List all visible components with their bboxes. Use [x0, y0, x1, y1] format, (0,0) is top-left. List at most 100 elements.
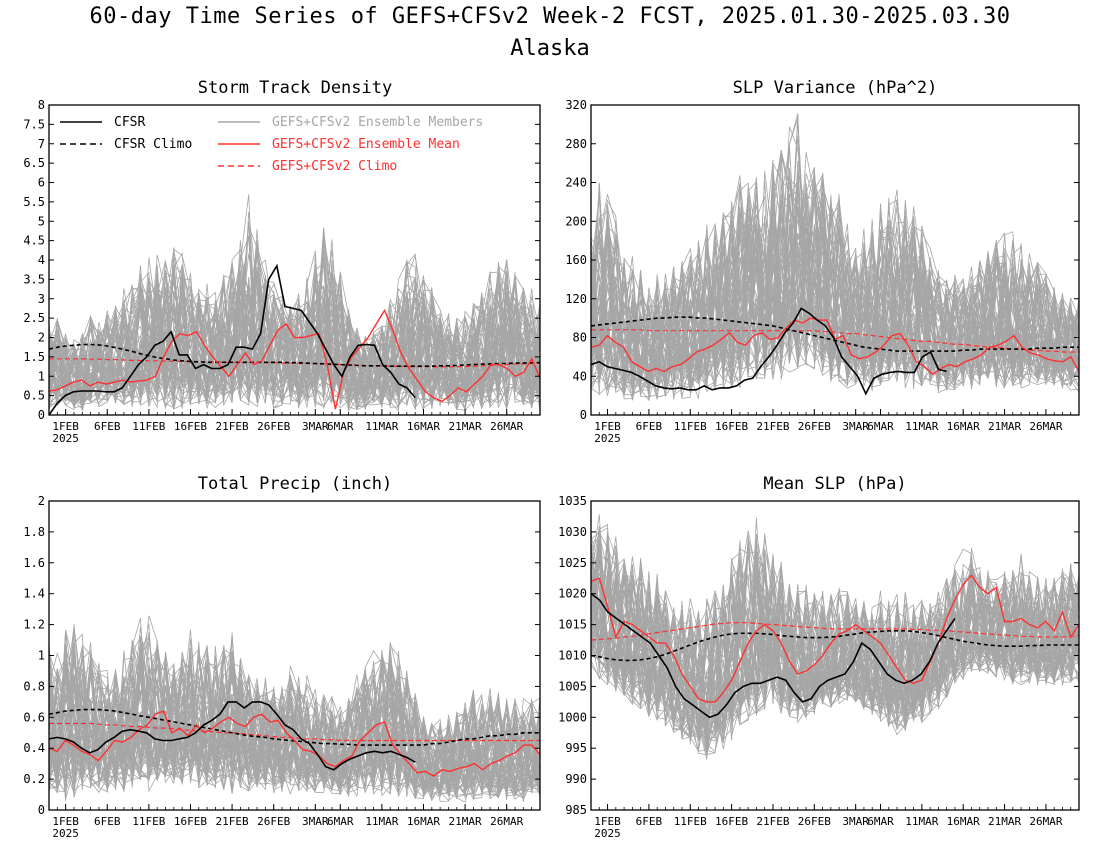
y-tick-label: 6	[38, 176, 45, 190]
member-line	[591, 185, 1079, 393]
x-tick-label: 16FEB	[715, 420, 748, 433]
x-tick-label: 1FEB	[52, 420, 79, 433]
legend-label: GEFS+CFSv2 Climo	[272, 159, 397, 174]
x-tick-label: 26MAR	[490, 815, 523, 828]
y-tick-label: 1.4	[23, 587, 45, 601]
panel-4: Mean SLP (hPa) 985 990 995 1000 1005 1010 1015 1…	[558, 474, 1080, 840]
y-tick-label: 200	[565, 214, 587, 228]
member-line	[49, 629, 540, 788]
member-line	[49, 298, 540, 411]
member-line	[591, 208, 1079, 390]
y-tick-label: 3	[38, 292, 45, 306]
y-tick-label: 0	[580, 408, 587, 422]
y-tick-label: 2	[38, 494, 45, 508]
y-tick-label: 995	[565, 741, 587, 755]
y-tick-label: 1015	[558, 618, 587, 632]
y-tick-label: 2.5	[23, 311, 45, 325]
series-climo-model	[591, 622, 1079, 641]
x-tick-label: 21FEB	[756, 815, 789, 828]
panel-title: Storm Track Density	[198, 78, 392, 98]
series-obs	[591, 593, 956, 719]
x-tick-label: 6MAR	[327, 420, 354, 433]
member-line	[49, 261, 540, 404]
x-tick-label: 6FEB	[636, 815, 663, 828]
x-tick-label: 21MAR	[988, 420, 1021, 433]
panel-title: Mean SLP (hPa)	[763, 474, 906, 494]
x-tick-label: 26MAR	[490, 420, 523, 433]
y-tick-label: 990	[565, 772, 587, 786]
series-climo-model	[49, 722, 540, 742]
x-tick-label: 11FEB	[674, 420, 707, 433]
x-tick-label: 11MAR	[905, 420, 938, 433]
series-obs	[591, 307, 947, 396]
series-mean	[49, 710, 540, 777]
chart-subtitle: Alaska	[510, 36, 590, 61]
x-tick-label: 16MAR	[947, 420, 980, 433]
y-tick-label: 80	[573, 331, 587, 345]
member-line	[49, 277, 540, 402]
series-obs	[49, 701, 416, 771]
y-tick-label: 4	[38, 253, 45, 267]
y-tick-label: 7	[38, 137, 45, 151]
member-line	[591, 173, 1079, 370]
x-tick-label: 6FEB	[94, 420, 121, 433]
legend-label: CFSR	[114, 115, 145, 130]
legend: CFSR CFSR Climo GEFS+CFSv2 Ensemble Member…	[60, 115, 483, 174]
panel-title: Total Precip (inch)	[198, 474, 392, 494]
member-line	[591, 207, 1079, 389]
ensemble-members	[591, 514, 1079, 760]
y-tick-label: 240	[565, 176, 587, 190]
member-line	[49, 275, 540, 410]
member-line	[591, 192, 1079, 391]
member-line	[591, 576, 1079, 727]
x-tick-label: 11MAR	[365, 815, 398, 828]
y-tick-label: 320	[565, 98, 587, 112]
x-year-label: 2025	[52, 827, 79, 840]
x-tick-label: 16MAR	[407, 815, 440, 828]
x-tick-label: 6MAR	[867, 420, 894, 433]
y-tick-label: 2	[38, 331, 45, 345]
y-tick-label: 120	[565, 292, 587, 306]
y-tick-label: 5	[38, 214, 45, 228]
member-line	[591, 167, 1079, 386]
y-tick-label: 1	[38, 649, 45, 663]
member-line	[591, 540, 1079, 751]
member-line	[49, 630, 540, 793]
y-tick-label: 0.4	[23, 741, 45, 755]
member-line	[49, 229, 540, 401]
y-tick-label: 1000	[558, 710, 587, 724]
series-climo-model	[591, 329, 1079, 353]
x-tick-label: 3MAR	[302, 815, 329, 828]
x-tick-label: 3MAR	[842, 815, 869, 828]
x-tick-label: 3MAR	[302, 420, 329, 433]
y-tick-label: 1020	[558, 587, 587, 601]
ensemble-members	[591, 113, 1079, 402]
panel-1: Storm Track Density 0 0.5 1 1.5 2 2.5 3 3.5 4 4.5 5…	[23, 78, 541, 445]
y-tick-label: 1005	[558, 679, 587, 693]
member-line	[49, 642, 540, 796]
x-year-label: 2025	[594, 432, 621, 445]
y-tick-label: 1.6	[23, 556, 45, 570]
y-tick-label: 7.5	[23, 117, 45, 131]
member-line	[49, 638, 540, 795]
member-line	[591, 185, 1079, 400]
member-line	[49, 253, 540, 401]
y-tick-label: 0	[38, 408, 45, 422]
member-line	[49, 285, 540, 399]
x-tick-label: 6MAR	[867, 815, 894, 828]
y-tick-label: 1	[38, 369, 45, 383]
x-tick-label: 21FEB	[216, 815, 249, 828]
legend-label: CFSR Climo	[114, 137, 192, 152]
series-climo-obs	[591, 629, 1079, 662]
x-tick-label: 21FEB	[756, 420, 789, 433]
x-year-label: 2025	[52, 432, 79, 445]
y-tick-label: 1.5	[23, 350, 45, 364]
x-tick-label: 16MAR	[947, 815, 980, 828]
chart-title: 60-day Time Series of GEFS+CFSv2 Week-2 …	[89, 4, 1011, 29]
x-tick-label: 6FEB	[636, 420, 663, 433]
y-tick-label: 4.5	[23, 234, 45, 248]
series-obs	[49, 263, 416, 415]
legend-label: GEFS+CFSv2 Ensemble Mean	[272, 137, 460, 152]
x-tick-label: 6FEB	[94, 815, 121, 828]
